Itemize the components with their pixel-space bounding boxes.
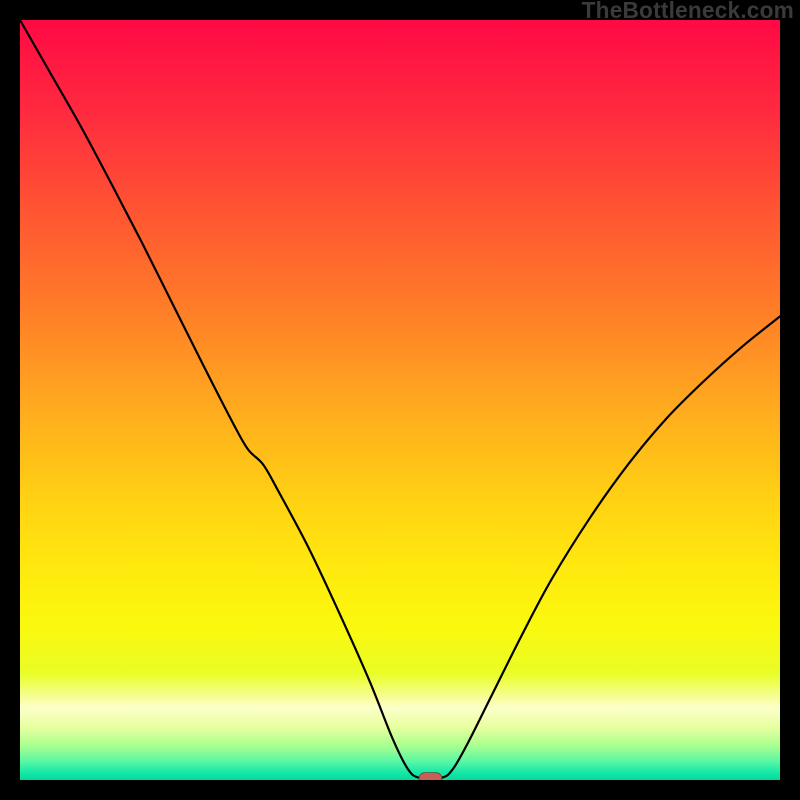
- bottleneck-chart-svg: [20, 20, 780, 780]
- plot-area: [20, 20, 780, 780]
- bottleneck-min-marker: [419, 773, 442, 780]
- gradient-background: [20, 20, 780, 780]
- chart-frame: TheBottleneck.com: [0, 0, 800, 800]
- watermark-text: TheBottleneck.com: [0, 0, 800, 20]
